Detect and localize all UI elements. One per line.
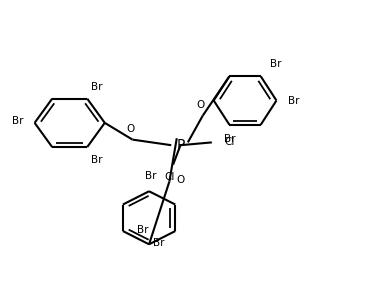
Text: Br: Br bbox=[91, 82, 102, 92]
Text: Br: Br bbox=[137, 225, 148, 235]
Text: O: O bbox=[176, 175, 184, 185]
Text: Br: Br bbox=[12, 116, 23, 126]
Text: Br: Br bbox=[145, 171, 157, 181]
Text: O: O bbox=[126, 124, 135, 134]
Text: Br: Br bbox=[153, 238, 164, 248]
Text: Br: Br bbox=[224, 134, 235, 144]
Text: Br: Br bbox=[288, 96, 299, 105]
Text: O: O bbox=[197, 100, 205, 110]
Text: Cl: Cl bbox=[225, 137, 235, 147]
Text: Br: Br bbox=[270, 59, 282, 69]
Text: P: P bbox=[176, 138, 185, 152]
Text: Br: Br bbox=[91, 155, 102, 165]
Text: Cl: Cl bbox=[164, 172, 174, 182]
